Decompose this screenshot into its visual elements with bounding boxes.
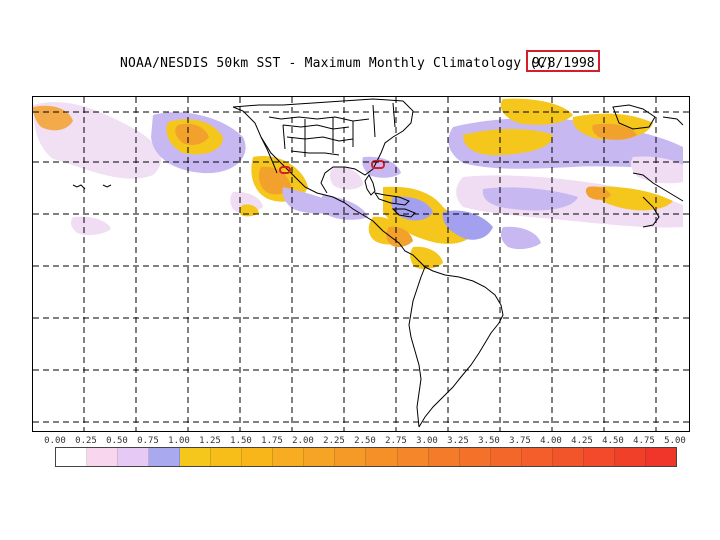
- legend-tick-label: 4.25: [571, 436, 593, 446]
- legend-tick-label: 2.75: [385, 436, 407, 446]
- legend-swatch: [490, 448, 522, 466]
- legend-swatch: [273, 448, 305, 466]
- legend-swatch: [118, 448, 150, 466]
- legend-swatch: [428, 448, 460, 466]
- legend-tick-label: 0.75: [137, 436, 159, 446]
- legend-tick-label: 2.25: [323, 436, 345, 446]
- map-panel: [32, 96, 690, 432]
- color-legend: 0.00 0.25 0.50 0.75 1.00 1.25 1.50 1.75 2.00 2.25…: [32, 434, 688, 468]
- legend-swatch: [180, 448, 212, 466]
- legend-ticks: 0.00 0.25 0.50 0.75 1.00 1.25 1.50 1.75 2.00 2.25…: [32, 434, 688, 446]
- map-svg: [33, 97, 689, 431]
- legend-swatch: [552, 448, 584, 466]
- title-text: NOAA/NESDIS 50km SST - Maximum Monthly C…: [120, 56, 554, 71]
- chart-title: NOAA/NESDIS 50km SST - Maximum Monthly C…: [0, 50, 720, 78]
- legend-colorbar: [55, 447, 677, 467]
- legend-tick-label: 2.50: [354, 436, 376, 446]
- legend-tick-label: 3.75: [509, 436, 531, 446]
- legend-tick-label: 2.00: [292, 436, 314, 446]
- legend-swatch: [87, 448, 119, 466]
- legend-tick-label: 0.50: [106, 436, 128, 446]
- legend-tick-label: 3.50: [478, 436, 500, 446]
- legend-swatch: [211, 448, 243, 466]
- legend-swatch: [242, 448, 274, 466]
- coastlines: [72, 98, 684, 428]
- legend-swatch: [56, 448, 88, 466]
- legend-tick-label: 1.25: [199, 436, 221, 446]
- legend-tick-label: 4.75: [633, 436, 655, 446]
- legend-tick-label: 1.00: [168, 436, 190, 446]
- legend-tick-label: 1.75: [261, 436, 283, 446]
- legend-tick-label: 3.00: [416, 436, 438, 446]
- graticule: [33, 97, 689, 431]
- legend-swatch: [149, 448, 181, 466]
- legend-tick-label: 0.25: [75, 436, 97, 446]
- legend-swatch: [304, 448, 336, 466]
- legend-swatch: [397, 448, 429, 466]
- legend-tick-label: 1.50: [230, 436, 252, 446]
- legend-swatch: [335, 448, 367, 466]
- highlight-markers: [279, 160, 385, 174]
- legend-swatch: [459, 448, 491, 466]
- legend-swatch: [366, 448, 398, 466]
- legend-swatch: [583, 448, 615, 466]
- legend-tick-label: 4.50: [602, 436, 624, 446]
- legend-swatch: [645, 448, 676, 466]
- legend-swatch: [521, 448, 553, 466]
- legend-tick-label: 0.00: [44, 436, 66, 446]
- legend-tick-label: 3.25: [447, 436, 469, 446]
- legend-swatch: [614, 448, 646, 466]
- date-highlight-box: [526, 50, 600, 72]
- title-date: 9/8/1998: [532, 56, 595, 71]
- legend-tick-label: 4.00: [540, 436, 562, 446]
- legend-tick-label: 5.00: [664, 436, 686, 446]
- anomaly-patches: [33, 98, 683, 270]
